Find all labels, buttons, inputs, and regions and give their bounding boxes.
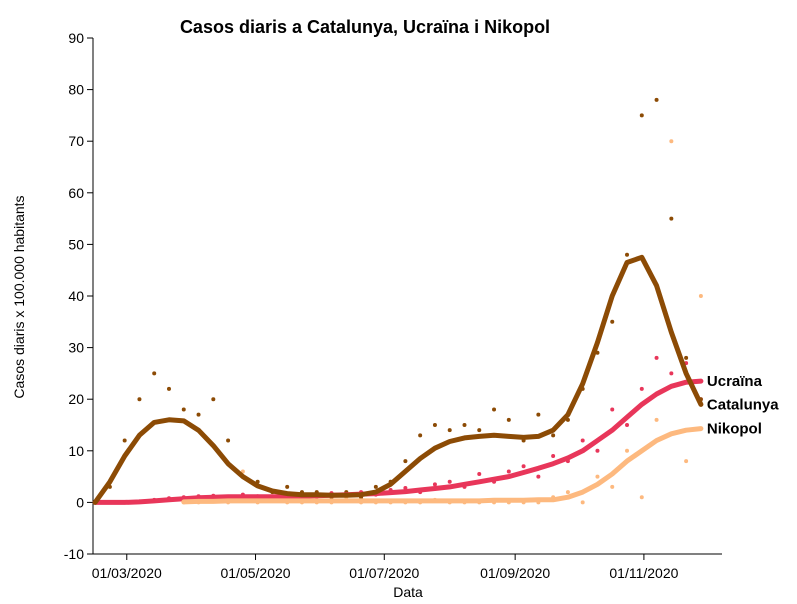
- data-point: [196, 412, 201, 417]
- y-tick-label: 70: [68, 133, 84, 149]
- data-point: [181, 407, 186, 412]
- data-point: [462, 423, 467, 427]
- y-tick-label: 30: [68, 340, 84, 356]
- y-tick-label: 90: [68, 30, 84, 46]
- data-point: [625, 252, 630, 257]
- y-tick-label: 60: [68, 185, 84, 201]
- chart-title: Casos diaris a Catalunya, Ucraïna i Niko…: [180, 17, 550, 37]
- data-point: [506, 417, 511, 422]
- y-tick-label: 80: [68, 82, 84, 98]
- data-point: [447, 479, 452, 484]
- data-point: [551, 453, 556, 458]
- data-point: [595, 448, 600, 453]
- y-tick-label: 50: [68, 236, 84, 252]
- data-point: [565, 490, 570, 495]
- data-point: [610, 407, 615, 412]
- data-point: [551, 433, 556, 438]
- data-point: [477, 472, 482, 477]
- data-point: [521, 464, 526, 469]
- trend-line: [181, 426, 704, 505]
- data-point: [418, 433, 423, 438]
- data-point: [403, 459, 408, 464]
- data-point: [211, 397, 216, 402]
- data-point: [654, 417, 659, 422]
- data-point: [698, 294, 703, 298]
- data-point: [152, 371, 157, 376]
- data-point: [137, 397, 142, 402]
- x-axis-label: Data: [393, 584, 423, 599]
- legend-label: Catalunya: [707, 396, 779, 413]
- x-tick-label: 01/03/2020: [92, 565, 162, 581]
- data-point: [595, 474, 600, 479]
- x-tick-label: 01/11/2020: [609, 565, 678, 581]
- data-point: [166, 386, 171, 391]
- y-axis-label: Casos diaris x 100.000 habitants: [11, 195, 27, 398]
- x-tick-label: 01/07/2020: [349, 565, 419, 581]
- legend-label: Nikopol: [707, 421, 762, 438]
- data-point: [654, 355, 659, 360]
- trend-line: [92, 254, 704, 505]
- y-tick-label: 10: [68, 443, 84, 459]
- data-point: [536, 474, 541, 479]
- data-point: [403, 485, 408, 490]
- data-point: [536, 412, 541, 417]
- data-point: [684, 355, 689, 360]
- data-point: [610, 319, 615, 324]
- data-point: [477, 428, 482, 433]
- data-point: [580, 500, 585, 505]
- data-point: [285, 484, 290, 489]
- data-point: [432, 482, 437, 487]
- data-point: [639, 113, 644, 118]
- data-point: [625, 423, 630, 427]
- data-point: [669, 216, 674, 221]
- y-tick-label: 40: [68, 288, 84, 304]
- data-point: [639, 495, 644, 500]
- data-point: [580, 438, 585, 443]
- x-tick-label: 01/05/2020: [220, 565, 290, 581]
- data-point: [669, 139, 674, 144]
- data-point: [684, 459, 689, 464]
- data-point: [447, 428, 452, 433]
- data-point: [506, 469, 511, 474]
- data-point: [492, 407, 497, 412]
- x-tick-label: 01/09/2020: [480, 565, 550, 581]
- data-point: [122, 438, 127, 443]
- data-point: [373, 484, 378, 489]
- data-point: [625, 448, 630, 453]
- y-tick-label: 0: [76, 494, 84, 510]
- data-point: [432, 423, 437, 427]
- data-point: [654, 97, 659, 102]
- y-tick-label: -10: [64, 546, 84, 562]
- data-point: [610, 484, 615, 489]
- trend-line: [92, 378, 704, 505]
- data-point: [226, 438, 231, 443]
- legend-label: Ucraïna: [707, 373, 763, 390]
- data-point: [639, 386, 644, 391]
- data-point: [669, 371, 674, 376]
- y-tick-label: 20: [68, 391, 84, 407]
